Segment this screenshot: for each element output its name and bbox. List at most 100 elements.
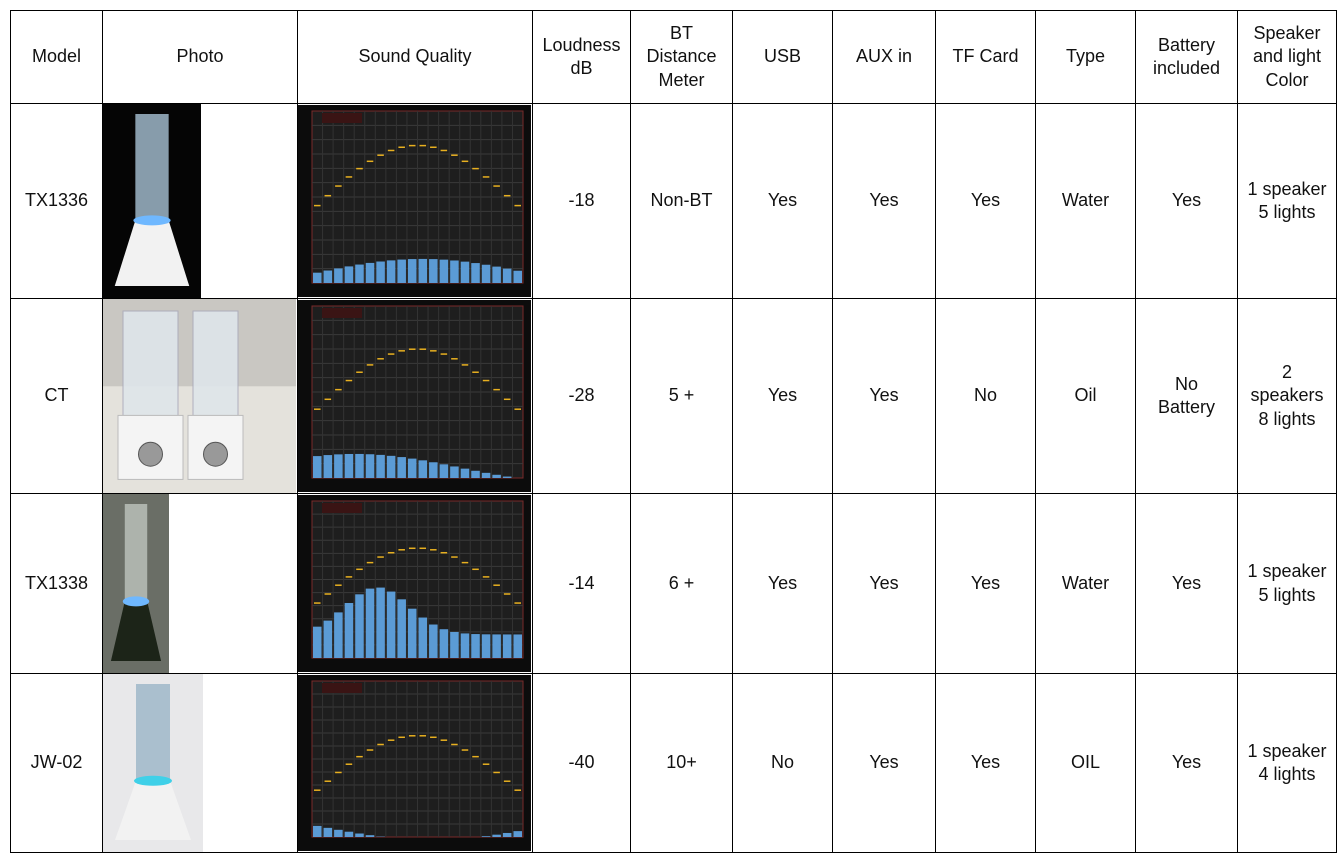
spec-cell: Yes [733,494,833,674]
spectrum-bar [440,629,449,658]
tube [135,114,168,221]
spectrum-bar [471,634,480,658]
spectrum-bar [397,457,406,478]
spec-cell: 1 speaker 4 lights [1238,674,1337,853]
spec-cell: OIL [1036,674,1136,853]
spectrum-bar [334,830,343,837]
light [123,596,149,606]
product-photo [103,674,297,852]
spectrum-bar [313,273,322,283]
spec-cell: 1 speaker 5 lights [1238,104,1337,299]
spectrum-bar [450,632,459,658]
spec-cell: Yes [733,104,833,299]
tube [193,311,238,418]
sound-spectrum [298,495,531,672]
spectrum-cell [298,674,533,853]
model-cell: TX1336 [11,104,103,299]
spectrum-bar [503,269,512,283]
spec-cell: Yes [1136,674,1238,853]
spectrum-bar [387,456,396,478]
spec-cell: Yes [833,494,936,674]
spec-cell: Non-BT [631,104,733,299]
marker [322,308,362,318]
spectrum-bar [345,266,354,283]
spectrum-bar [376,262,385,283]
spectrum-bar [313,456,322,478]
marker [322,503,362,513]
spec-cell: Yes [936,104,1036,299]
column-header: Battery included [1136,11,1238,104]
spectrum-bar [482,634,491,658]
spec-cell: -40 [533,674,631,853]
spectrum-bar [334,268,343,283]
spectrum-bar [513,831,522,837]
spectrum-bar [366,263,375,283]
spectrum-bar [376,588,385,658]
spectrum-bar [471,471,480,478]
spec-cell: Water [1036,494,1136,674]
spectrum-bar [503,477,512,478]
spec-cell: No Battery [1136,299,1238,494]
spec-cell: Yes [733,299,833,494]
product-photo [103,104,297,298]
column-header: Type [1036,11,1136,104]
spectrum-bar [461,469,470,478]
spec-cell: Yes [833,104,936,299]
marker [322,683,362,693]
spectrum-bar [450,466,459,478]
spec-cell: No [733,674,833,853]
marker [322,113,362,123]
sound-spectrum [298,105,531,297]
tube [125,504,147,602]
photo-cell [103,674,298,853]
spectrum-bar [408,609,417,658]
spectrum-bar [482,473,491,478]
sound-spectrum [298,300,531,492]
spec-cell: 1 speaker 5 lights [1238,494,1337,674]
spectrum-bar [419,259,428,283]
spec-cell: Yes [833,299,936,494]
spectrum-bar [429,625,438,658]
spectrum-bar [419,618,428,658]
spectrum-bar [366,835,375,837]
column-header: BT Distance Meter [631,11,733,104]
spec-cell: Yes [936,674,1036,853]
spec-cell: -14 [533,494,631,674]
spectrum-bar [366,454,375,478]
spectrum-bar [355,265,364,283]
spec-cell: -18 [533,104,631,299]
model-cell: TX1338 [11,494,103,674]
spec-cell: No [936,299,1036,494]
spectrum-bar [419,460,428,478]
spectrum-bar [313,627,322,658]
model-cell: CT [11,299,103,494]
spectrum-cell [298,104,533,299]
spectrum-bar [324,455,333,478]
spec-cell: Water [1036,104,1136,299]
light [133,215,170,225]
spectrum-bar [397,260,406,283]
column-header: Speaker and light Color [1238,11,1337,104]
spectrum-bar [408,259,417,283]
spectrum-bar [461,262,470,283]
spectrum-bar [482,265,491,283]
spectrum-bar [471,263,480,283]
spectrum-bar [324,271,333,283]
spectrum-bar [355,454,364,478]
column-header: Loudness dB [533,11,631,104]
spec-cell: -28 [533,299,631,494]
spectrum-bar [492,835,501,837]
spec-cell: 2 speakers 8 lights [1238,299,1337,494]
spectrum-bar [334,454,343,478]
model-cell: JW-02 [11,674,103,853]
spec-cell: Yes [1136,494,1238,674]
light [134,776,172,786]
product-photo [103,299,297,493]
spectrum-bar [345,603,354,658]
spectrum-bar [503,833,512,837]
